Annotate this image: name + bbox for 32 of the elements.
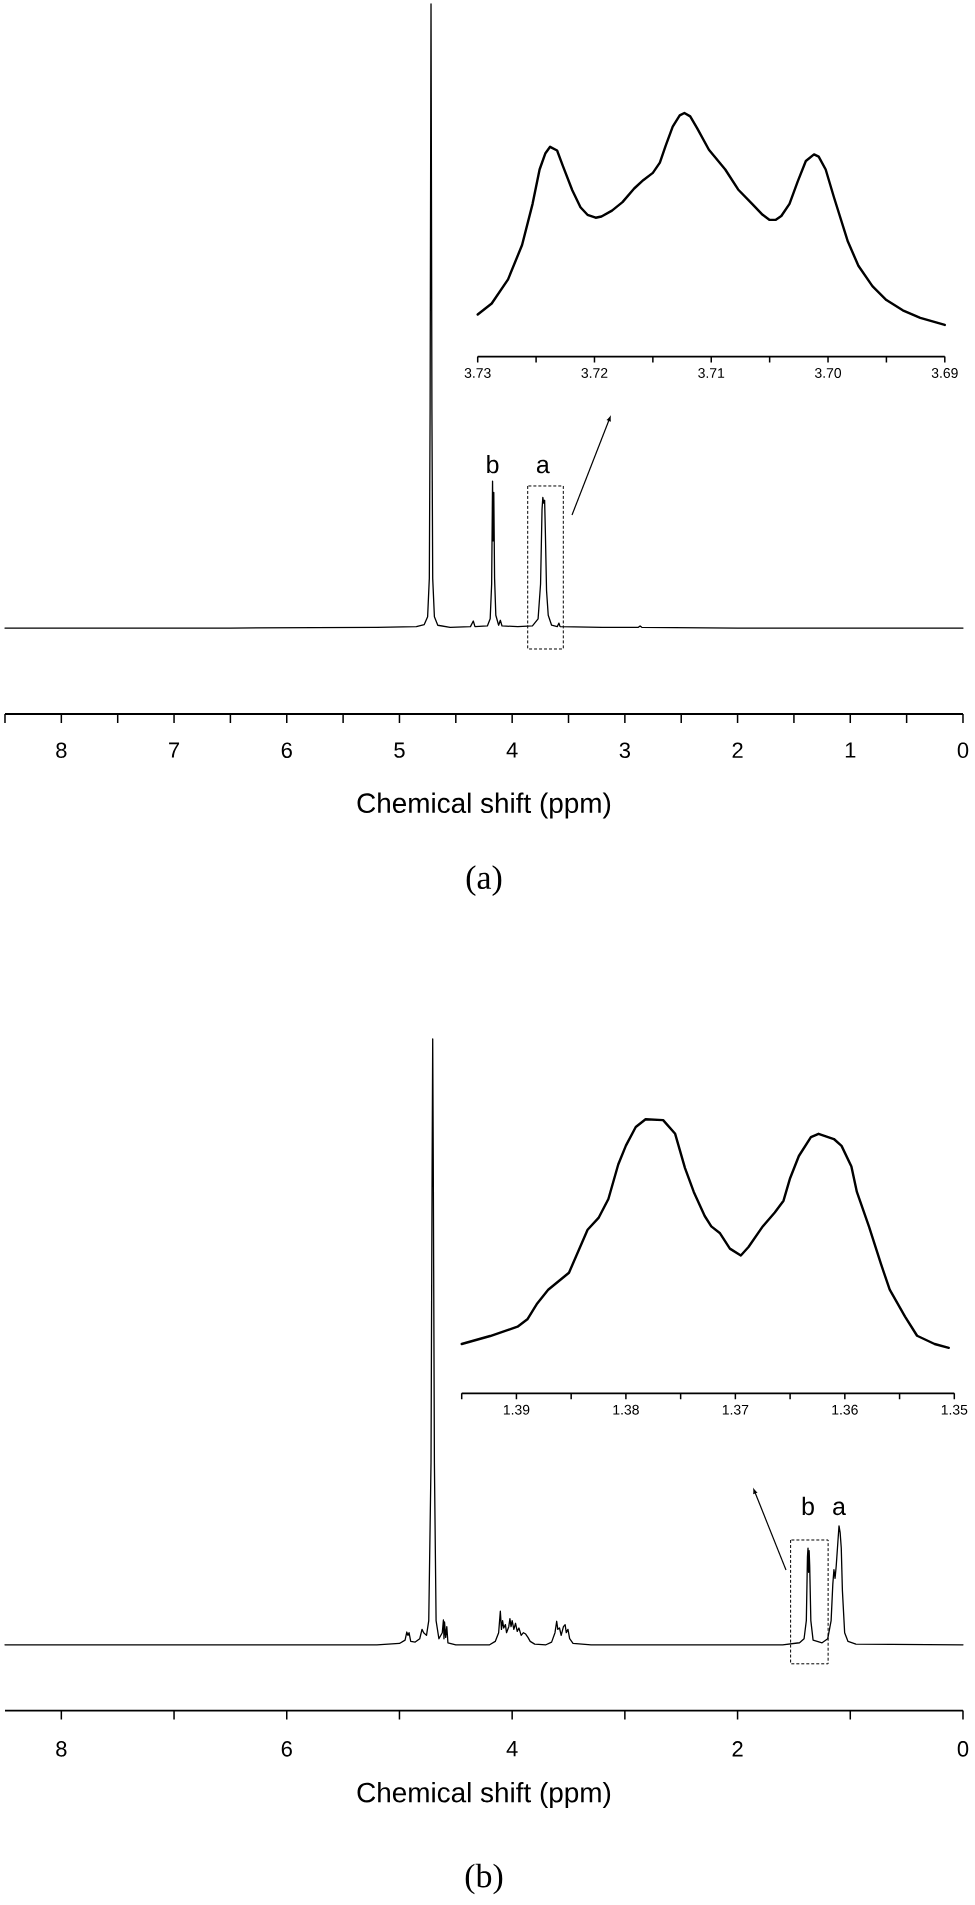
x-tick-label: 7 xyxy=(169,742,180,758)
x-axis-title: Chemical shift (ppm) xyxy=(357,792,611,819)
text: (b) xyxy=(465,1863,503,1895)
x-tick-label: 2 xyxy=(732,742,743,758)
annotation: b xyxy=(802,1496,814,1516)
x-tick-label: 3.69 xyxy=(931,368,958,378)
annotation: a xyxy=(833,1501,846,1516)
x-tick-label: 1 xyxy=(845,742,856,758)
x-tick-label: 6 xyxy=(281,1741,292,1757)
x-tick-label: 3.70 xyxy=(814,368,842,378)
x-axis-title: Chemical shift (ppm) xyxy=(357,1782,611,1808)
x-tick-label: 0 xyxy=(957,1741,969,1757)
x-tick-label: 1.36 xyxy=(832,1404,858,1415)
x-tick-label: 0 xyxy=(957,742,969,759)
annotation: b xyxy=(487,455,499,474)
x-tick-label: 4 xyxy=(506,742,518,758)
x-tick-label: 6 xyxy=(281,742,292,759)
x-tick-label: 8 xyxy=(56,1741,67,1757)
x-tick-label: 1.37 xyxy=(722,1404,749,1415)
x-tick-label: 8 xyxy=(56,742,67,759)
x-tick-label: 3.73 xyxy=(464,368,491,378)
x-tick-label: 3 xyxy=(619,742,631,759)
x-tick-label: 1.39 xyxy=(503,1404,530,1415)
text: (a) xyxy=(466,865,502,896)
x-tick-label: 1.35 xyxy=(941,1404,968,1415)
x-tick-label: 5 xyxy=(394,742,405,758)
x-tick-label: 3.72 xyxy=(581,368,608,378)
x-tick-label: 2 xyxy=(732,1741,743,1757)
annotation: a xyxy=(536,459,550,474)
x-tick-label: 4 xyxy=(506,1741,518,1757)
x-tick-label: 3.71 xyxy=(698,368,725,378)
x-tick-label: 1.38 xyxy=(613,1404,639,1415)
